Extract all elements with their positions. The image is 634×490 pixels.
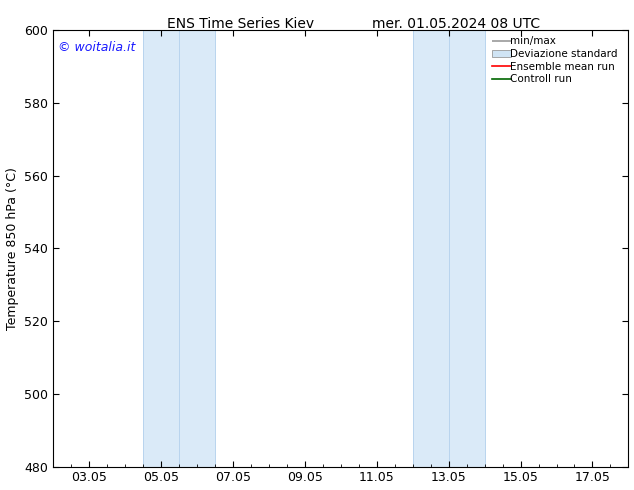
Text: © woitalia.it: © woitalia.it bbox=[58, 41, 136, 54]
Y-axis label: Temperature 850 hPa (°C): Temperature 850 hPa (°C) bbox=[6, 167, 18, 330]
Bar bbox=[413, 30, 449, 466]
Text: ENS Time Series Kiev: ENS Time Series Kiev bbox=[167, 17, 314, 31]
Legend: min/max, Deviazione standard, Ensemble mean run, Controll run: min/max, Deviazione standard, Ensemble m… bbox=[488, 32, 626, 88]
Bar bbox=[449, 30, 484, 466]
Bar bbox=[179, 30, 215, 466]
Text: mer. 01.05.2024 08 UTC: mer. 01.05.2024 08 UTC bbox=[372, 17, 541, 31]
Bar bbox=[143, 30, 179, 466]
